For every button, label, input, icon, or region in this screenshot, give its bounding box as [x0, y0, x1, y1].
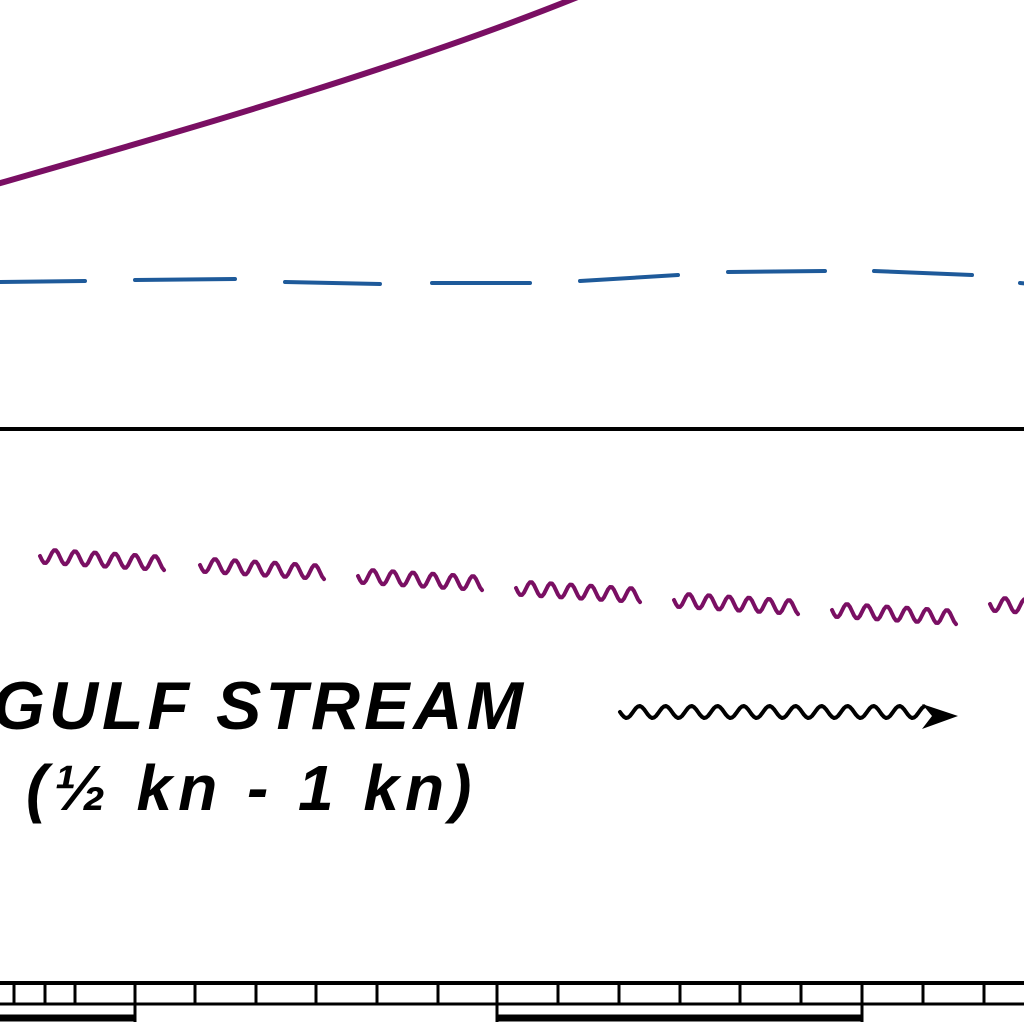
wavy-segment [38, 548, 166, 573]
wavy-segment [514, 580, 642, 605]
wavy-segment [198, 557, 326, 582]
wavy-segment [988, 596, 1024, 615]
legend-gulf-stream-label: GULF STREAM [0, 668, 528, 744]
wavy-segment [356, 568, 484, 593]
wavy-arrow-icon [618, 704, 958, 729]
wavy-segment [672, 592, 800, 617]
legend-speed-label: (½ kn - 1 kn) [26, 752, 478, 824]
wavy-segment [830, 602, 958, 627]
dashed-limit-line [0, 269, 1024, 286]
scale-bar-icon [0, 981, 1024, 1022]
boundary-curve [0, 0, 579, 187]
wavy-current-line [38, 548, 1024, 627]
